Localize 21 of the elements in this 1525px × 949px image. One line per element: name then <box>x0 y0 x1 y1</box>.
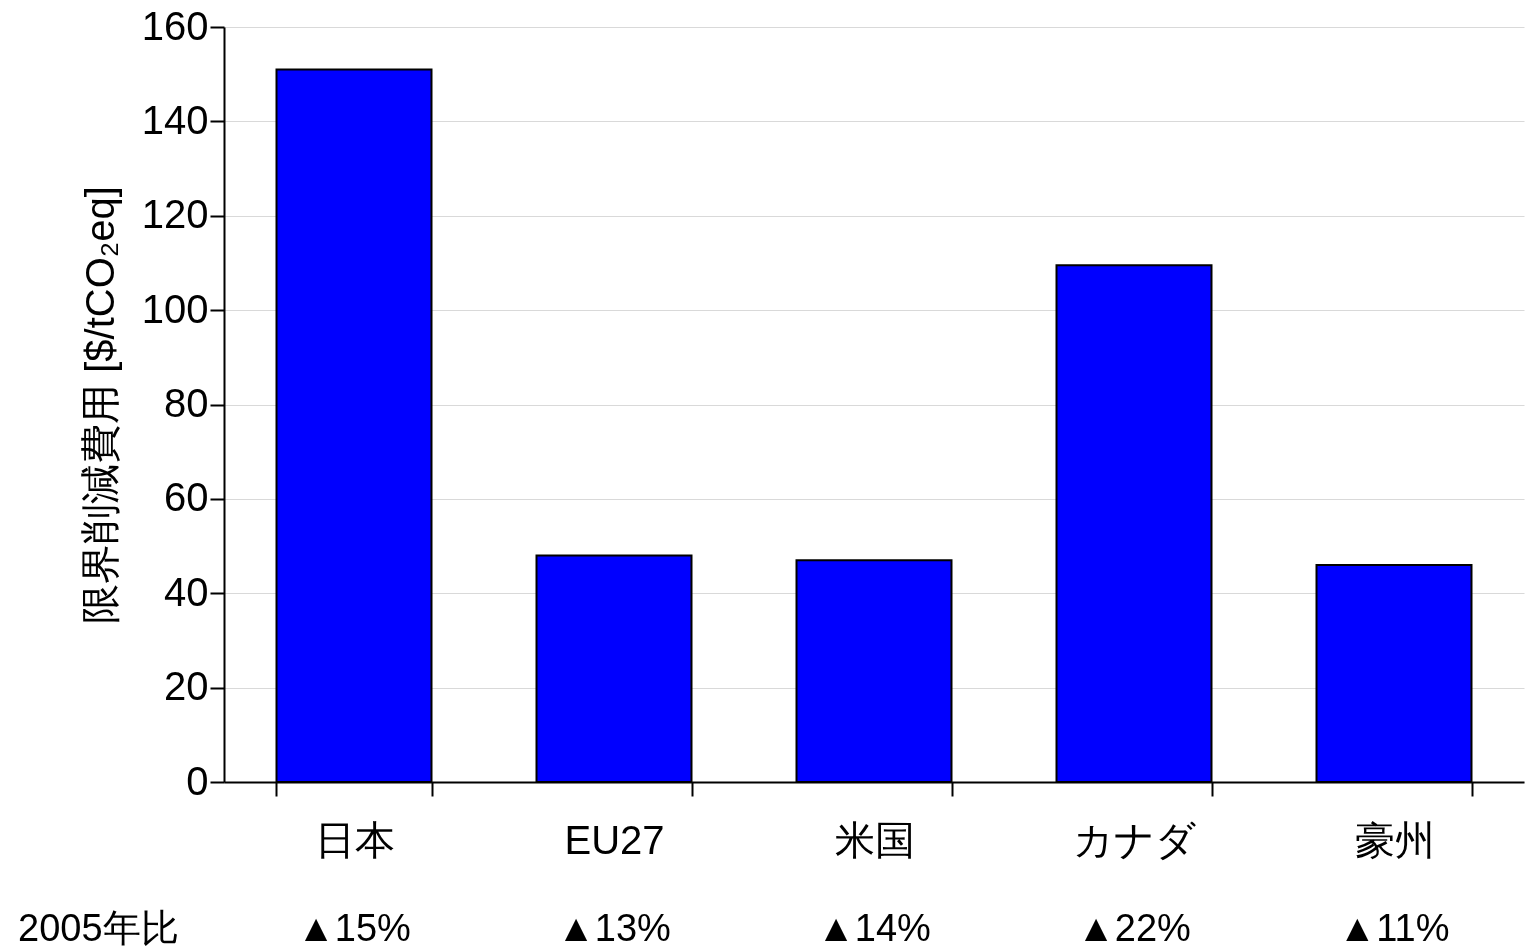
x-tick-label: カナダ <box>1073 817 1196 862</box>
text: ▲15% <box>297 907 411 949</box>
text: 2005年比 <box>18 907 179 949</box>
y-tick-label: 60 <box>164 475 209 520</box>
text: ▲13% <box>557 907 671 949</box>
x-tick-label: 日本 <box>314 817 395 862</box>
y-tick-label: 0 <box>186 758 209 803</box>
y-tick-label: 20 <box>164 664 209 709</box>
y-tick-label: 160 <box>141 3 209 48</box>
text: ▲14% <box>817 907 931 949</box>
y-tick-label: 100 <box>141 286 209 331</box>
x-tick-label: 米国 <box>834 817 915 862</box>
y-tick-label: 40 <box>164 569 209 614</box>
x-tick-label: EU27 <box>564 817 665 862</box>
y-tick-label: 120 <box>141 192 209 237</box>
x-tick-label: 豪州 <box>1354 817 1435 862</box>
y-tick-label: 80 <box>164 381 209 425</box>
text: ▲11% <box>1338 907 1450 949</box>
y-tick-label: 140 <box>141 97 209 142</box>
y-axis-title: 限界削減費用 [$/tCO₂eq] <box>77 186 122 624</box>
text: ▲22% <box>1077 907 1191 949</box>
